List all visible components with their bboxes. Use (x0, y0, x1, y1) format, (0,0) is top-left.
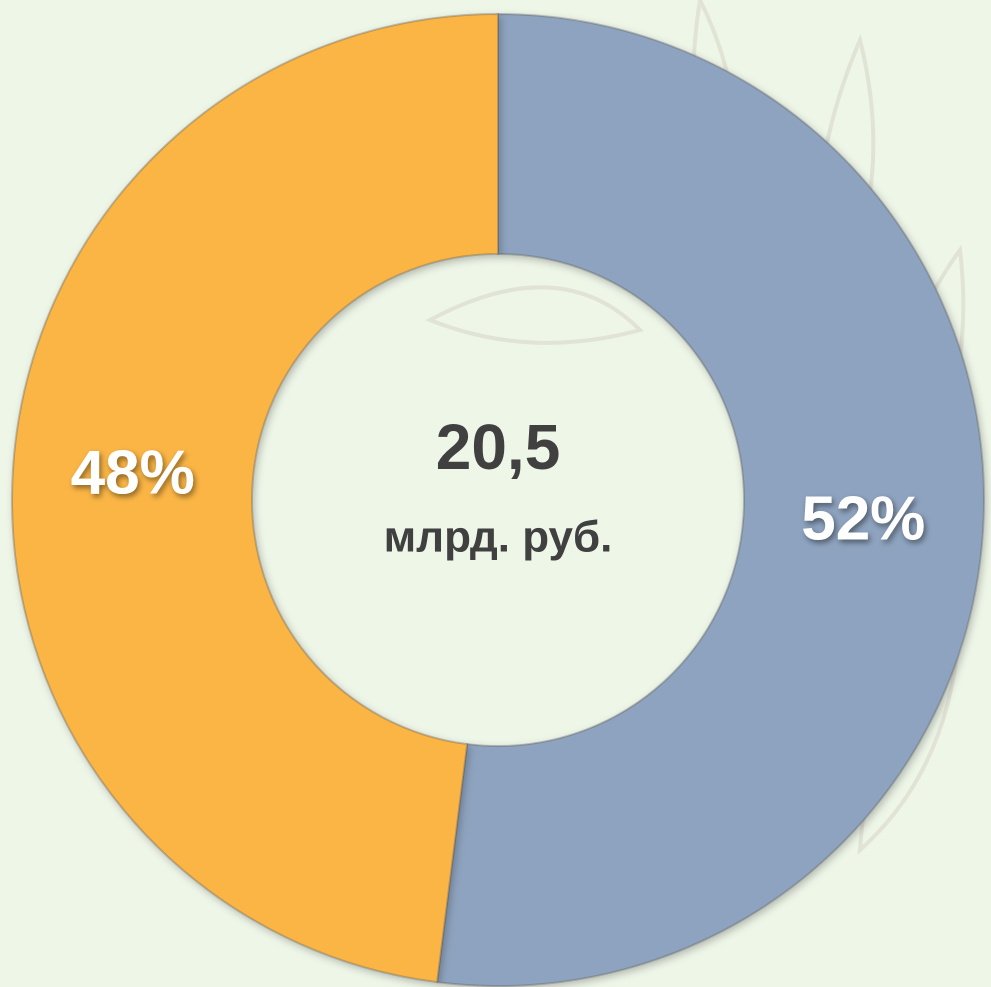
donut (11, 12, 985, 987)
value-label: 48% (71, 438, 195, 507)
donut-segment (435, 12, 985, 987)
donut-segment (11, 12, 499, 984)
center-total: 20,5 (436, 411, 561, 483)
value-label: 52% (801, 484, 925, 553)
value-labels: 52% 48% (71, 438, 926, 553)
center-unit: млрд. руб. (384, 513, 613, 562)
